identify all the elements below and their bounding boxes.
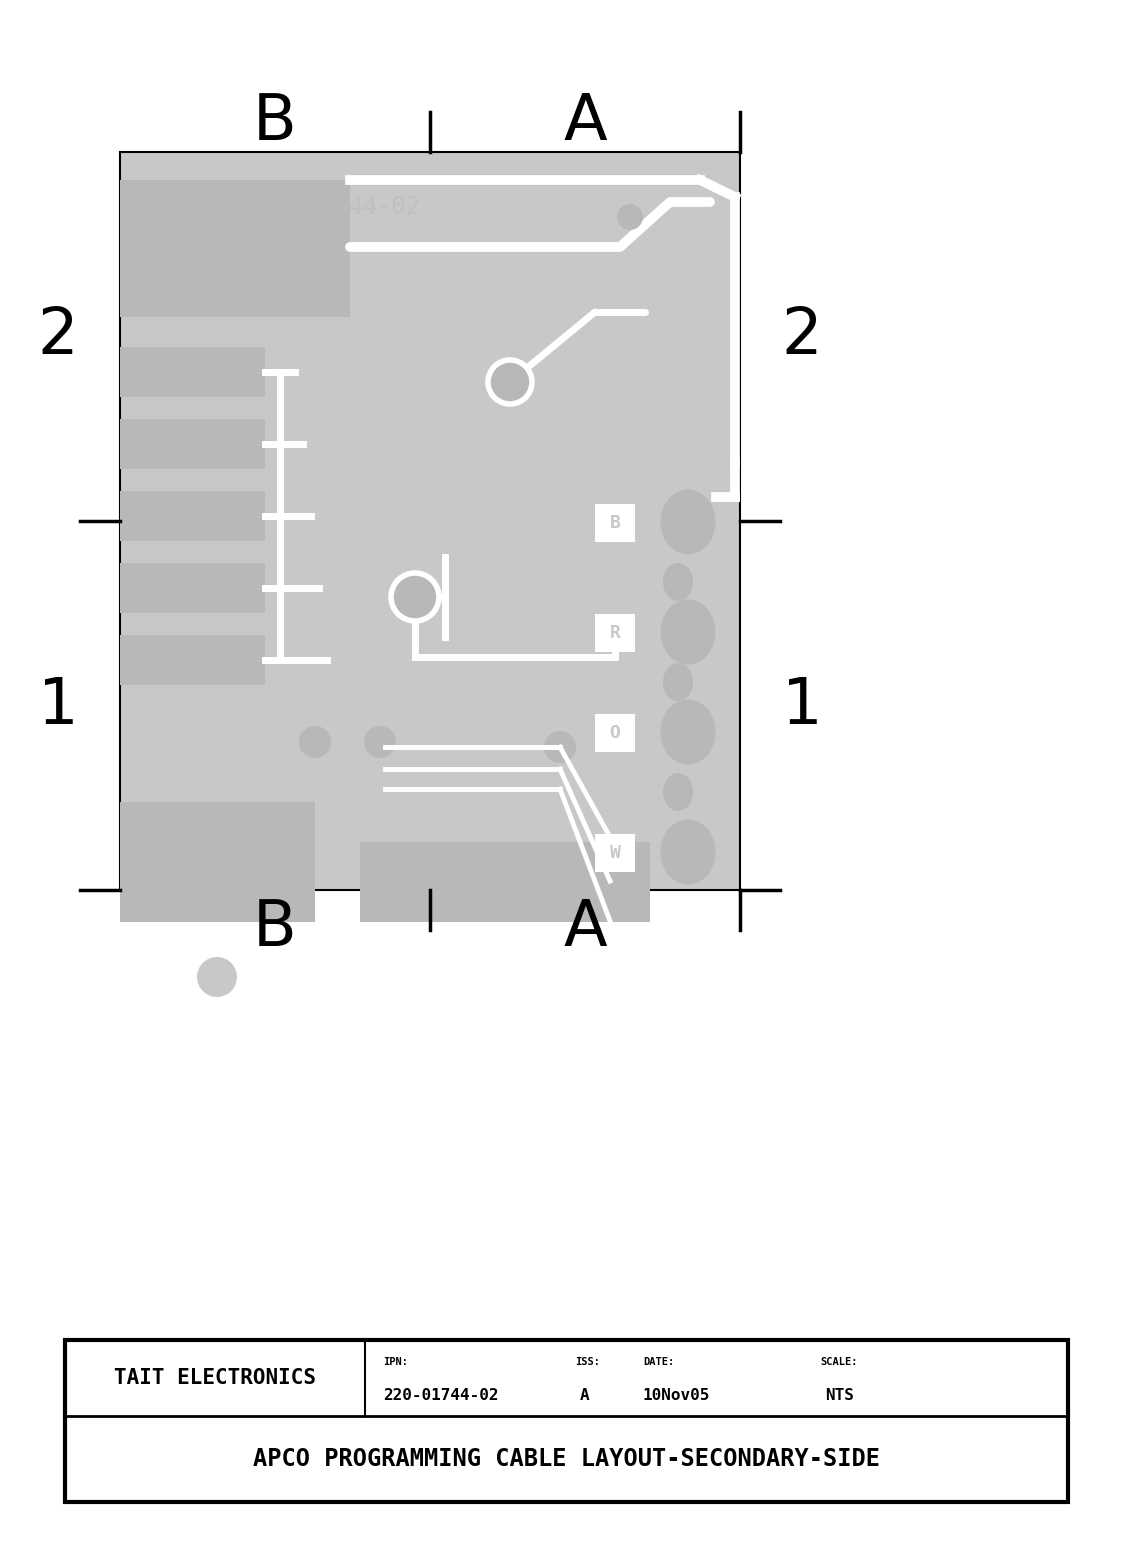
Text: TAIT ELECTRONICS: TAIT ELECTRONICS: [115, 1368, 316, 1388]
Ellipse shape: [660, 600, 716, 665]
Circle shape: [299, 726, 331, 758]
Bar: [595, 834, 635, 873]
Text: W: W: [610, 845, 620, 862]
Text: NTS: NTS: [826, 1388, 854, 1403]
Bar: [120, 634, 265, 685]
Text: DATE:: DATE:: [643, 1357, 675, 1368]
Text: SCALE:: SCALE:: [820, 1357, 857, 1368]
Text: A: A: [564, 91, 607, 153]
Text: B: B: [253, 91, 297, 153]
Polygon shape: [120, 152, 741, 890]
Bar: [120, 490, 265, 541]
Ellipse shape: [660, 699, 716, 764]
Text: B: B: [610, 514, 620, 532]
Text: O: O: [610, 724, 620, 743]
Ellipse shape: [663, 664, 693, 701]
Bar: [65, 1340, 1068, 1502]
Circle shape: [617, 204, 643, 231]
Ellipse shape: [663, 774, 693, 811]
Ellipse shape: [660, 820, 716, 885]
Text: A: A: [579, 1388, 590, 1403]
Text: IPN:: IPN:: [383, 1357, 408, 1368]
Bar: [595, 614, 635, 651]
Ellipse shape: [663, 563, 693, 600]
Text: 2: 2: [781, 305, 822, 368]
Circle shape: [364, 726, 396, 758]
Bar: [120, 563, 265, 613]
Text: 220-01744-02: 220-01744-02: [383, 1388, 499, 1403]
Bar: [595, 715, 635, 752]
Bar: [359, 842, 650, 922]
Circle shape: [488, 360, 532, 404]
Text: 220-01744-02: 220-01744-02: [249, 195, 421, 220]
Text: R: R: [610, 623, 620, 642]
Bar: [120, 347, 265, 398]
Text: 1: 1: [37, 674, 78, 736]
Ellipse shape: [660, 489, 716, 554]
Text: 2: 2: [37, 305, 78, 368]
Bar: [595, 504, 635, 541]
Circle shape: [391, 572, 439, 620]
Text: 1: 1: [781, 674, 822, 736]
Polygon shape: [120, 179, 350, 317]
Bar: [120, 419, 265, 469]
Bar: [120, 801, 315, 922]
Circle shape: [544, 732, 576, 763]
Text: A: A: [564, 897, 607, 959]
Circle shape: [197, 958, 237, 996]
Text: ISS:: ISS:: [575, 1357, 600, 1368]
Text: APCO PROGRAMMING CABLE LAYOUT-SECONDARY-SIDE: APCO PROGRAMMING CABLE LAYOUT-SECONDARY-…: [253, 1446, 880, 1471]
Text: 10Nov05: 10Nov05: [643, 1388, 710, 1403]
Text: B: B: [253, 897, 297, 959]
